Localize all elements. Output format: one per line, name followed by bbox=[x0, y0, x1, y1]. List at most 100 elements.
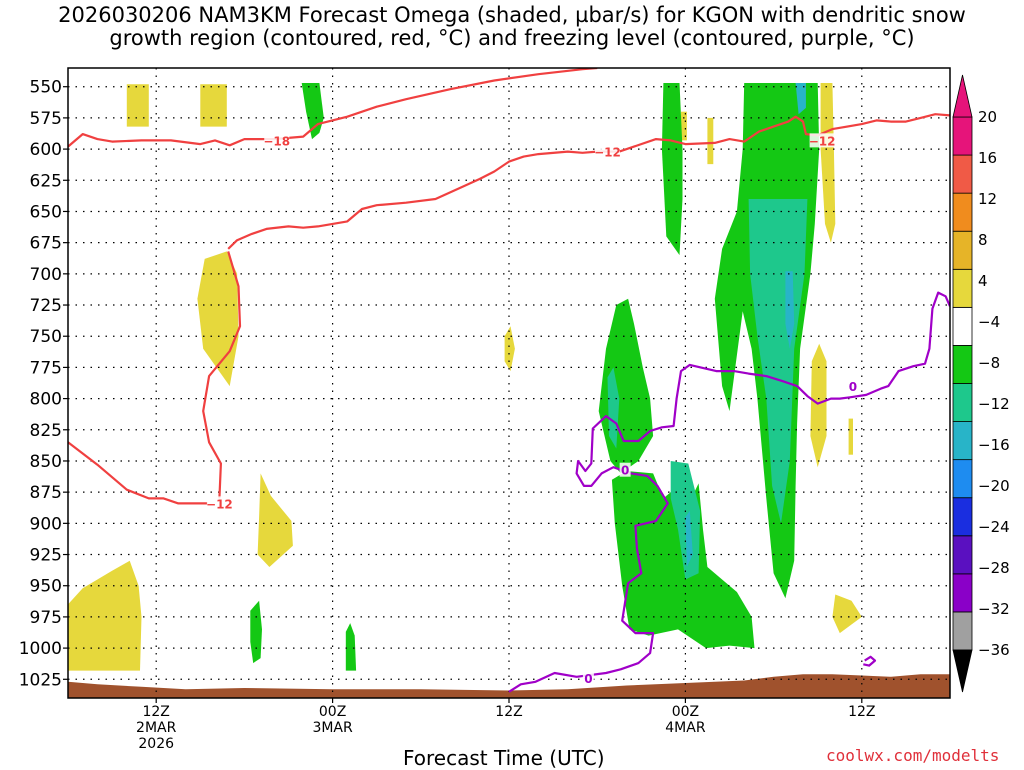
terrain-area bbox=[68, 674, 950, 698]
x-tick-label: 00Z bbox=[672, 704, 699, 720]
x-tick-label: 12Z bbox=[495, 704, 522, 720]
colorbar-label: −20 bbox=[978, 477, 1010, 495]
omega-region bbox=[810, 343, 827, 468]
dgz-contour-label: −12 bbox=[594, 146, 621, 160]
y-tick-label: 950 bbox=[30, 577, 62, 597]
colorbar-swatch bbox=[952, 421, 973, 461]
x-tick-label: 4MAR bbox=[665, 720, 706, 736]
colorbar-label: 8 bbox=[978, 231, 988, 249]
grid-lines bbox=[68, 68, 950, 698]
colorbar-swatch bbox=[952, 611, 973, 651]
colorbar-swatch bbox=[952, 192, 973, 232]
y-tick-label: 650 bbox=[30, 202, 62, 222]
y-tick-label: 575 bbox=[30, 109, 62, 129]
y-tick-label: 775 bbox=[30, 358, 62, 378]
contour-lines: −18 −12 −12 −12 0 0 0 bbox=[68, 68, 950, 693]
y-tick-label: 1025 bbox=[19, 670, 62, 690]
freezing-level-contour-line bbox=[508, 291, 950, 693]
freezing-level-contour-label: 0 bbox=[849, 380, 857, 394]
y-tick-label: 800 bbox=[30, 390, 62, 410]
colorbar: 20 16 12 8 4 −4 −8 −12 −16 −20 −24 −28 −32 −36 bbox=[952, 74, 1010, 693]
dgz-contour-line bbox=[202, 251, 242, 499]
colorbar-label: −28 bbox=[978, 559, 1010, 577]
y-tick-label: 550 bbox=[30, 78, 62, 98]
omega-region bbox=[598, 298, 654, 474]
dgz-label-bg bbox=[264, 133, 290, 148]
omega-region bbox=[68, 560, 142, 671]
dgz-label-bg bbox=[206, 496, 232, 511]
omega-region bbox=[200, 84, 227, 127]
x-tick-label: 2026 bbox=[138, 736, 174, 752]
omega-region bbox=[504, 326, 515, 372]
dgz-contour-line bbox=[227, 113, 950, 250]
omega-region bbox=[685, 510, 693, 567]
omega-region bbox=[250, 600, 262, 664]
site-credit: coolwx.com/modelts bbox=[826, 746, 1000, 765]
y-tick-label: 900 bbox=[30, 514, 62, 534]
colorbar-label: −36 bbox=[978, 641, 1010, 659]
omega-region bbox=[681, 111, 687, 141]
dgz-contour-label: −12 bbox=[206, 497, 233, 511]
x-tick-label: 12Z bbox=[142, 704, 169, 720]
omega-region bbox=[661, 83, 683, 256]
colorbar-swatch bbox=[952, 154, 973, 194]
omega-region bbox=[126, 84, 149, 127]
chart-title-line-2: growth region (contoured, red, °C) and f… bbox=[109, 26, 915, 50]
y-tick-label: 925 bbox=[30, 546, 62, 566]
y-tick-label: 1000 bbox=[19, 639, 62, 659]
colorbar-label: −8 bbox=[978, 354, 1000, 372]
pressure-axis: 550 575 600 625 650 675 700 725 750 775 800 825 850 8… bbox=[19, 78, 68, 690]
y-tick-label: 875 bbox=[30, 483, 62, 503]
freezing-level-contour-line bbox=[863, 655, 877, 667]
colorbar-label: 4 bbox=[978, 272, 988, 290]
colorbar-label: −24 bbox=[978, 518, 1010, 536]
omega-region bbox=[795, 83, 806, 115]
colorbar-label: −16 bbox=[978, 436, 1010, 454]
y-tick-label: 600 bbox=[30, 140, 62, 160]
omega-region bbox=[301, 83, 324, 140]
dgz-contour-line bbox=[68, 441, 208, 505]
y-tick-label: 850 bbox=[30, 452, 62, 472]
freezing-level-label-bg bbox=[619, 462, 631, 477]
x-tick-label: 3MAR bbox=[312, 720, 353, 736]
omega-region bbox=[785, 271, 795, 349]
omega-region bbox=[257, 473, 293, 567]
omega-region bbox=[345, 623, 357, 671]
colorbar-label: 12 bbox=[978, 190, 997, 208]
y-tick-label: 825 bbox=[30, 421, 62, 441]
freezing-level-label-bg bbox=[582, 671, 594, 686]
colorbar-swatch bbox=[952, 459, 973, 499]
chart-title-line-1: 2026030206 NAM3KM Forecast Omega (shaded… bbox=[58, 3, 966, 27]
x-tick-label: 12Z bbox=[848, 704, 875, 720]
colorbar-label: −12 bbox=[978, 395, 1010, 413]
colorbar-under-arrow bbox=[952, 649, 973, 693]
y-tick-label: 675 bbox=[30, 234, 62, 254]
omega-region bbox=[832, 594, 862, 634]
colorbar-swatch bbox=[952, 345, 973, 384]
y-tick-label: 750 bbox=[30, 327, 62, 347]
y-tick-label: 700 bbox=[30, 265, 62, 285]
y-tick-label: 975 bbox=[30, 608, 62, 628]
omega-region bbox=[848, 418, 853, 455]
omega-region bbox=[607, 367, 620, 449]
chart-title: 2026030206 NAM3KM Forecast Omega (shaded… bbox=[0, 4, 1024, 50]
omega-region bbox=[820, 83, 836, 243]
dgz-label-bg bbox=[594, 144, 620, 159]
colorbar-swatch bbox=[952, 268, 973, 308]
terrain-fill bbox=[68, 674, 950, 698]
y-tick-label: 625 bbox=[30, 171, 62, 191]
freezing-level-contour-label: 0 bbox=[584, 672, 592, 686]
dgz-contour-label: −18 bbox=[263, 134, 290, 148]
colorbar-swatch bbox=[952, 306, 973, 346]
colorbar-label: −32 bbox=[978, 600, 1010, 618]
colorbar-swatch bbox=[952, 383, 973, 422]
omega-region bbox=[670, 461, 701, 580]
dgz-label-bg bbox=[809, 133, 835, 148]
dgz-contour-label: −12 bbox=[809, 134, 836, 148]
x-axis-title: Forecast Time (UTC) bbox=[403, 746, 605, 770]
omega-region bbox=[707, 117, 714, 165]
colorbar-swatch bbox=[952, 230, 973, 270]
freezing-level-contour-label: 0 bbox=[621, 464, 629, 478]
